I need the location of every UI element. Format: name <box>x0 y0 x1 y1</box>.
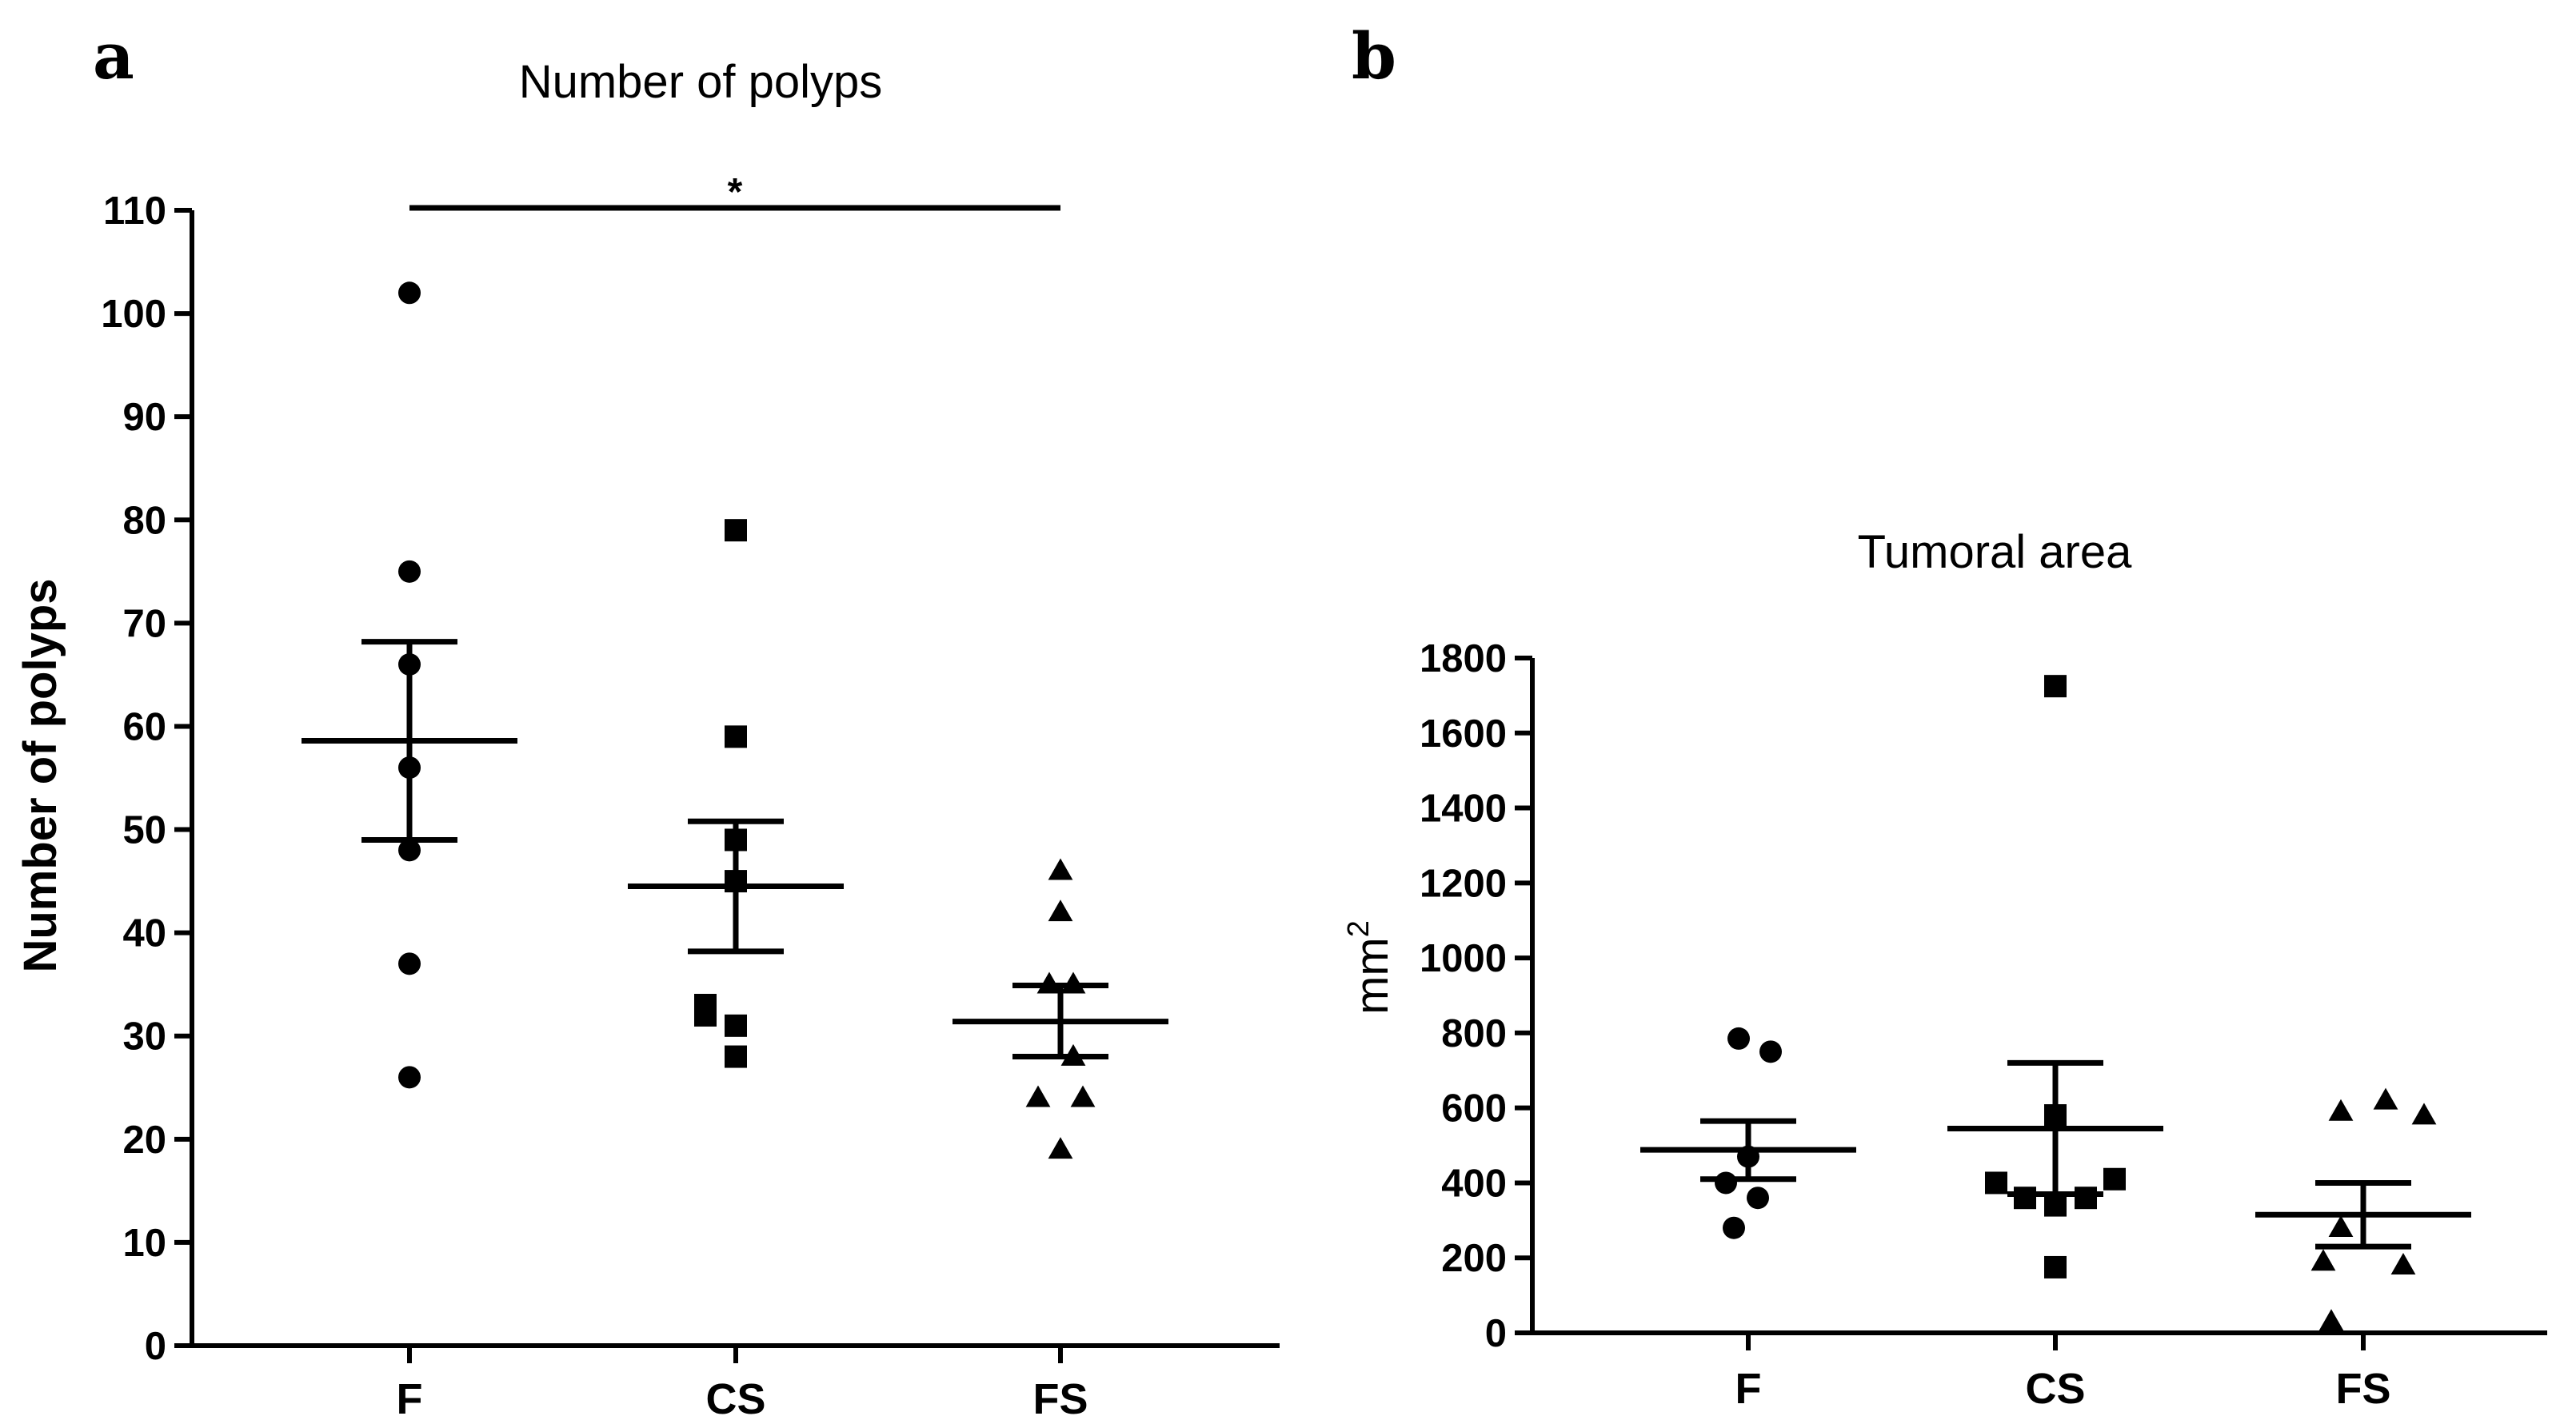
data-point-fs-b <box>2318 1309 2344 1331</box>
data-point-fs-b <box>2328 1099 2354 1121</box>
data-point-cs-a <box>725 519 747 542</box>
data-point-fs-a <box>1048 1137 1073 1159</box>
data-point-cs-b <box>2044 675 2067 698</box>
y-tick-label-b: 600 <box>1441 1087 1507 1131</box>
data-point-fs-b <box>2373 1087 2398 1110</box>
data-point-f-a <box>398 839 421 862</box>
y-tick-label-a: 30 <box>122 1015 166 1059</box>
y-tick-label-b: 0 <box>1485 1312 1507 1355</box>
panel-letter-b: b <box>1352 18 1396 94</box>
chart-panel-b: b Tumoral area mm2 0 200 400 600 800 1000 1200… <box>1342 18 2547 1413</box>
y-tick-label-a: 40 <box>122 912 166 955</box>
data-point-f-a <box>398 281 421 305</box>
data-point-f-b <box>1759 1040 1782 1063</box>
x-tick-label-b: FS <box>2335 1365 2390 1413</box>
data-point-fs-b <box>2310 1249 2336 1271</box>
data-point-fs-b <box>2328 1215 2354 1238</box>
y-tick-label-b: 800 <box>1441 1012 1507 1055</box>
chart-panel-a: a Number of polyps Number of polyps 0 10 2… <box>14 18 1280 1423</box>
significance-label-a: * <box>728 171 743 213</box>
data-point-cs-b <box>2075 1187 2097 1210</box>
data-point-f-b <box>1715 1171 1737 1195</box>
data-point-cs-b <box>2103 1167 2126 1191</box>
data-point-f-b <box>1723 1216 1745 1239</box>
chart-title-a: Number of polyps <box>519 56 883 108</box>
data-point-cs-a <box>694 1003 717 1027</box>
y-axis-label-b-superscript: 2 <box>1342 920 1376 937</box>
y-tick-label-b: 1000 <box>1420 937 1507 980</box>
chart-title-b: Tumoral area <box>1858 526 2133 578</box>
x-tick-label-a: F <box>397 1375 423 1423</box>
x-tick-label-a: FS <box>1032 1375 1088 1423</box>
data-point-cs-a <box>725 1014 747 1037</box>
y-tick-label-a: 80 <box>122 499 166 542</box>
y-tick-label-a: 110 <box>103 189 166 233</box>
data-point-fs-b <box>2411 1103 2437 1125</box>
data-point-fs-a <box>1048 899 1073 922</box>
data-point-cs-b <box>2014 1187 2036 1210</box>
data-point-fs-a <box>1025 1085 1051 1107</box>
x-tick-label-a: CS <box>705 1375 765 1423</box>
data-point-cs-a <box>725 725 747 748</box>
data-point-cs-b <box>2044 1194 2067 1217</box>
y-tick-label-b: 200 <box>1441 1237 1507 1280</box>
y-tick-label-b: 1800 <box>1420 637 1507 680</box>
panel-letter-a: a <box>93 18 134 94</box>
y-axis-label-b-unit: mm <box>1346 937 1398 1015</box>
data-point-fs-a <box>1070 1085 1096 1107</box>
y-tick-label-a: 60 <box>122 705 166 748</box>
y-tick-label-a: 100 <box>101 293 166 336</box>
x-tick-label-b: CS <box>2025 1365 2085 1413</box>
y-axis-label-b: mm2 <box>1342 920 1398 1015</box>
data-point-fs-a <box>1048 858 1073 880</box>
y-tick-label-b: 400 <box>1441 1162 1507 1205</box>
y-tick-label-a: 10 <box>122 1222 166 1265</box>
y-tick-label-a: 0 <box>145 1325 166 1368</box>
y-axis-label-a: Number of polyps <box>14 578 66 972</box>
data-point-cs-a <box>725 1045 747 1068</box>
data-point-cs-b <box>2044 1255 2067 1278</box>
y-tick-label-b: 1400 <box>1420 788 1507 831</box>
svg-text:mm2: mm2 <box>1342 920 1398 1015</box>
data-point-f-b <box>1727 1027 1750 1050</box>
data-point-f-a <box>398 560 421 583</box>
y-tick-label-b: 1200 <box>1420 862 1507 905</box>
data-point-fs-b <box>2390 1252 2416 1274</box>
y-tick-label-b: 1600 <box>1420 712 1507 756</box>
data-point-f-b <box>1747 1187 1769 1210</box>
x-tick-label-b: F <box>1735 1365 1762 1413</box>
y-tick-label-a: 90 <box>122 396 166 439</box>
y-tick-label-a: 50 <box>122 809 166 852</box>
y-tick-label-a: 70 <box>122 602 166 645</box>
y-tick-label-a: 20 <box>122 1119 166 1162</box>
data-point-f-a <box>398 952 421 975</box>
data-point-cs-b <box>1985 1171 2007 1195</box>
data-point-f-a <box>398 1066 421 1089</box>
